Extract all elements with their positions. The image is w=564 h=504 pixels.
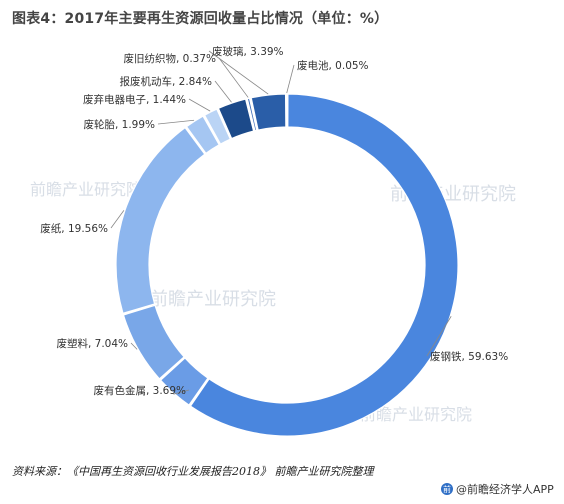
label-leader-line (188, 98, 211, 112)
donut-slice (250, 93, 287, 131)
watermark-text: 前瞻产业研究院 (150, 289, 276, 310)
app-brand: 前 @前瞻经济学人APP (441, 481, 554, 497)
slice-label: 废钢铁, 59.63% (430, 350, 508, 363)
source-note: 资料来源：《中国再生资源回收行业发展报告2018》 前瞻产业研究院整理 (12, 465, 374, 478)
brand-text: @前瞻经济学人APP (456, 483, 554, 496)
label-leader-line (208, 50, 269, 95)
brand-logo-icon: 前 (441, 483, 453, 495)
label-leader-line (214, 80, 232, 103)
slice-label: 废弃电器电子, 1.44% (83, 93, 186, 106)
slice-label: 废轮胎, 1.99% (83, 118, 155, 131)
chart-title: 图表4：2017年主要再生资源回收量占比情况（单位：%） (12, 11, 389, 27)
donut-slice (189, 93, 459, 437)
slice-label: 废纸, 19.56% (40, 222, 108, 235)
watermark-text: 前瞻产业研究院 (360, 405, 472, 424)
slice-label: 废塑料, 7.04% (56, 337, 128, 350)
slice-label: 废有色金属, 3.69% (93, 384, 186, 397)
label-leader-line (157, 119, 195, 125)
donut-slice (115, 126, 206, 315)
donut-slice (246, 97, 258, 132)
slice-label: 报废机动车, 2.84% (119, 75, 212, 88)
slice-label: 废玻璃, 3.39% (212, 45, 284, 58)
donut-slice (185, 115, 221, 155)
donut-slice (159, 357, 209, 406)
label-leader-line (286, 64, 295, 94)
donut-slice (217, 98, 255, 140)
slice-label: 废电池, 0.05% (297, 59, 369, 72)
watermark-text: 前瞻产业研究院 (30, 180, 142, 199)
donut-slice (286, 93, 289, 128)
donut-slice (122, 304, 185, 380)
slice-label: 废旧纺织物, 0.37% (123, 52, 216, 65)
label-leader-line (173, 389, 190, 395)
label-leader-line (130, 342, 138, 350)
donut-slice (203, 108, 232, 145)
label-leader-line (218, 57, 249, 98)
label-leader-line (110, 210, 125, 229)
label-leader-line (426, 316, 452, 357)
